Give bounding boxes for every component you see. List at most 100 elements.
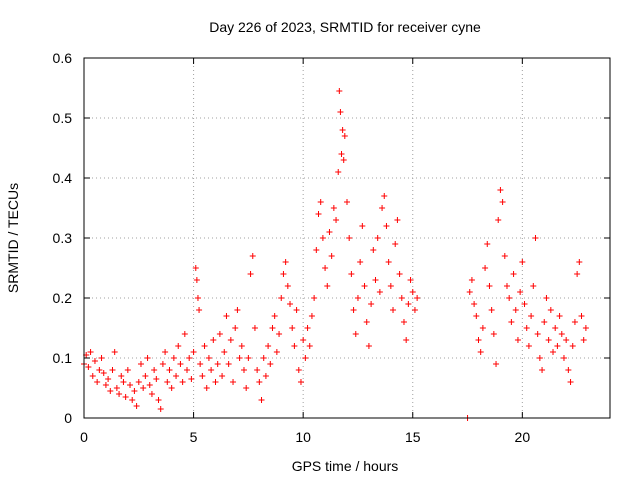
data-point [234,307,241,313]
data-point [177,361,184,367]
data-point [113,385,120,391]
data-point [102,382,109,388]
data-point [554,343,561,349]
data-point [179,379,186,385]
data-point [293,307,300,313]
data-point [196,307,203,313]
data-point [129,397,136,403]
data-point [254,367,261,373]
data-point [536,355,543,361]
y-tick-label: 0.2 [53,290,73,306]
data-point [372,277,379,283]
data-point [506,295,513,301]
data-point [352,331,359,337]
data-point [530,283,537,289]
data-point [475,337,482,343]
data-point [385,259,392,265]
data-point [188,376,195,382]
data-point [363,319,370,325]
data-point [324,283,331,289]
data-point [144,355,151,361]
data-point [146,382,153,388]
data-point [96,367,103,373]
y-tick-label: 0.3 [53,230,73,246]
data-point [308,313,315,319]
y-tick-label: 0.6 [53,50,73,66]
data-point [223,313,230,319]
data-point [322,265,329,271]
data-point [159,361,166,367]
data-point [370,247,377,253]
data-point [330,205,337,211]
data-point [249,253,256,259]
data-point [365,343,372,349]
data-point [350,307,357,313]
data-point [317,199,324,205]
data-point [186,355,193,361]
x-tick-label: 15 [405,429,421,445]
chart-title: Day 226 of 2023, SRMTID for receiver cyn… [209,19,481,35]
data-point [295,367,302,373]
data-point [354,295,361,301]
data-point [368,301,375,307]
data-point [550,349,557,355]
data-point [111,349,118,355]
data-point [341,133,348,139]
y-tick-label: 0.1 [53,350,73,366]
data-point [221,349,228,355]
data-point [525,343,532,349]
data-point [313,247,320,253]
data-point [319,235,326,241]
data-point [556,313,563,319]
data-point [193,277,200,283]
data-point [477,349,484,355]
data-point [528,313,535,319]
data-point [107,388,114,394]
data-point [357,259,364,265]
data-point [240,367,247,373]
data-point [493,361,500,367]
data-point [510,271,517,277]
data-point [276,331,283,337]
data-point [390,307,397,313]
data-point [488,307,495,313]
data-point [100,370,107,376]
data-point [170,355,177,361]
data-point [396,271,403,277]
data-point [326,229,333,235]
data-point [560,355,567,361]
data-point [539,367,546,373]
data-point [411,307,418,313]
data-point [346,235,353,241]
data-point [381,193,388,199]
data-point [405,301,412,307]
data-point [243,385,250,391]
data-point [545,337,552,343]
data-point [379,205,386,211]
data-point [232,325,239,331]
data-point [394,217,401,223]
data-point [490,331,497,337]
data-point [201,343,208,349]
data-point [569,343,576,349]
data-point [503,283,510,289]
data-point [479,325,486,331]
data-point [400,319,407,325]
data-point [304,325,311,331]
data-point [94,379,101,385]
data-point [173,373,180,379]
series-srmtid [81,88,589,421]
data-point [190,349,197,355]
data-point [157,406,164,412]
data-point [547,307,554,313]
data-point [164,379,171,385]
data-point [208,367,215,373]
data-point [85,364,92,370]
data-point [374,235,381,241]
data-point [302,355,309,361]
data-point [260,355,267,361]
data-point [473,313,480,319]
data-point [109,367,116,373]
data-point [523,325,530,331]
data-point [105,376,112,382]
